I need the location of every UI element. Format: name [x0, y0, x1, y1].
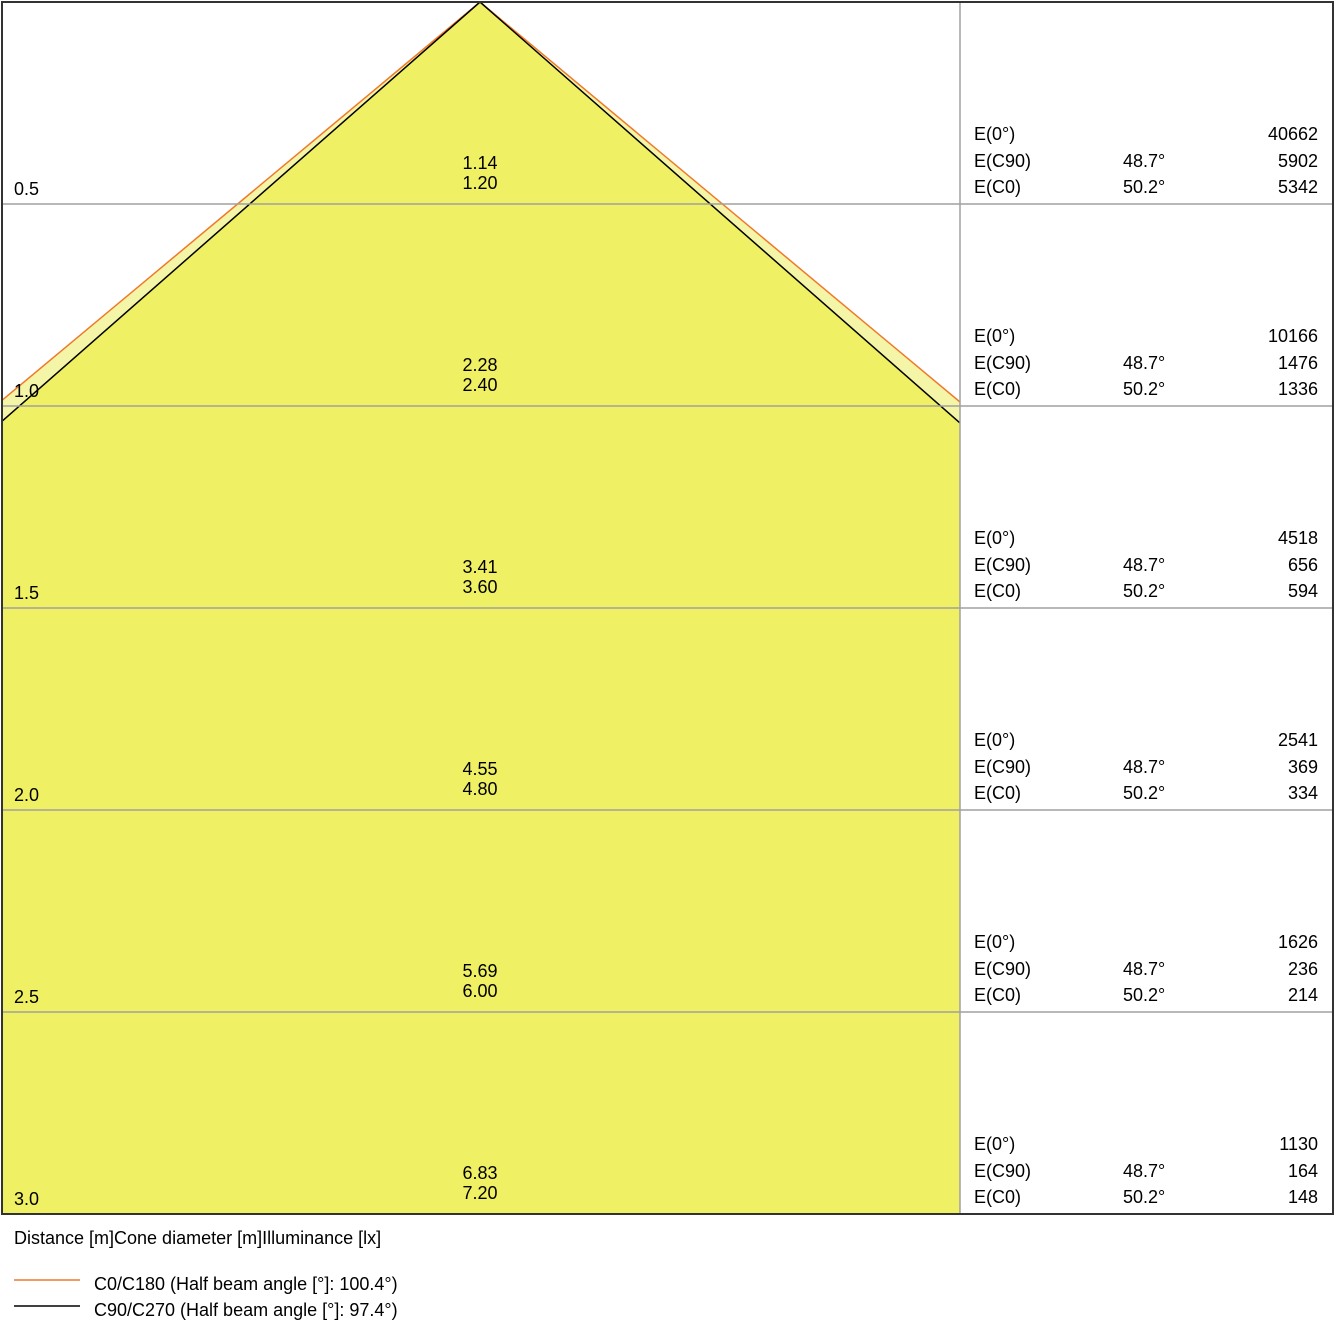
ec90-value: 656 [1288, 555, 1318, 575]
ec0-label: E(C0) [974, 783, 1021, 803]
ec90-label: E(C90) [974, 151, 1031, 171]
ec0-value: 148 [1288, 1187, 1318, 1207]
ec90-label: E(C90) [974, 757, 1031, 777]
ec90-angle: 48.7° [1123, 959, 1165, 979]
diameter-c90: 5.69 [462, 961, 497, 981]
ec90-angle: 48.7° [1123, 353, 1165, 373]
e0-label: E(0°) [974, 730, 1015, 750]
e0-value: 2541 [1278, 730, 1318, 750]
ec0-label: E(C0) [974, 985, 1021, 1005]
e0-value: 10166 [1268, 326, 1318, 346]
ec0-angle: 50.2° [1123, 783, 1165, 803]
ec90-value: 5902 [1278, 151, 1318, 171]
diameter-c90: 1.14 [462, 153, 497, 173]
diameter-c90: 3.41 [462, 557, 497, 577]
legend-label: C90/C270 (Half beam angle [°]: 97.4°) [94, 1300, 398, 1320]
ec90-angle: 48.7° [1123, 151, 1165, 171]
distance-label: 2.0 [14, 785, 39, 805]
distance-label: 2.5 [14, 987, 39, 1007]
e0-label: E(0°) [974, 932, 1015, 952]
ec90-angle: 48.7° [1123, 1161, 1165, 1181]
ec90-label: E(C90) [974, 353, 1031, 373]
ec90-angle: 48.7° [1123, 757, 1165, 777]
chart-border [1, 1, 1334, 1215]
ec0-label: E(C0) [974, 1187, 1021, 1207]
e0-label: E(0°) [974, 124, 1015, 144]
ec0-label: E(C0) [974, 581, 1021, 601]
ec90-value: 236 [1288, 959, 1318, 979]
diameter-c90: 4.55 [462, 759, 497, 779]
ec0-angle: 50.2° [1123, 1187, 1165, 1207]
ec0-value: 5342 [1278, 177, 1318, 197]
diameter-c0: 2.40 [462, 375, 497, 395]
ec0-angle: 50.2° [1123, 581, 1165, 601]
header-label: Distance [m]Cone diameter [m]Illuminance… [14, 1228, 381, 1248]
legend-label: C0/C180 (Half beam angle [°]: 100.4°) [94, 1274, 398, 1294]
ec0-value: 1336 [1278, 379, 1318, 399]
diameter-c0: 7.20 [462, 1183, 497, 1203]
e0-value: 1626 [1278, 932, 1318, 952]
ec0-label: E(C0) [974, 379, 1021, 399]
ec90-value: 369 [1288, 757, 1318, 777]
e0-label: E(0°) [974, 1134, 1015, 1154]
e0-value: 4518 [1278, 528, 1318, 548]
e0-label: E(0°) [974, 528, 1015, 548]
distance-label: 1.5 [14, 583, 39, 603]
ec90-label: E(C90) [974, 959, 1031, 979]
ec90-label: E(C90) [974, 555, 1031, 575]
diameter-c90: 6.83 [462, 1163, 497, 1183]
distance-label: 3.0 [14, 1189, 39, 1209]
diameter-c0: 6.00 [462, 981, 497, 1001]
ec0-angle: 50.2° [1123, 177, 1165, 197]
diameter-c0: 3.60 [462, 577, 497, 597]
ec0-value: 594 [1288, 581, 1318, 601]
e0-value: 1130 [1279, 1134, 1318, 1154]
e0-value: 40662 [1268, 124, 1318, 144]
ec0-angle: 50.2° [1123, 985, 1165, 1005]
ec0-value: 214 [1288, 985, 1318, 1005]
e0-label: E(0°) [974, 326, 1015, 346]
diameter-c0: 1.20 [462, 173, 497, 193]
ec90-value: 164 [1288, 1161, 1318, 1181]
ec0-value: 334 [1288, 783, 1318, 803]
ec90-label: E(C90) [974, 1161, 1031, 1181]
ec0-label: E(C0) [974, 177, 1021, 197]
diameter-c0: 4.80 [462, 779, 497, 799]
ec90-angle: 48.7° [1123, 555, 1165, 575]
distance-label: 0.5 [14, 179, 39, 199]
diameter-c90: 2.28 [462, 355, 497, 375]
distance-label: 1.0 [14, 381, 39, 401]
ec90-value: 1476 [1278, 353, 1318, 373]
ec0-angle: 50.2° [1123, 379, 1165, 399]
